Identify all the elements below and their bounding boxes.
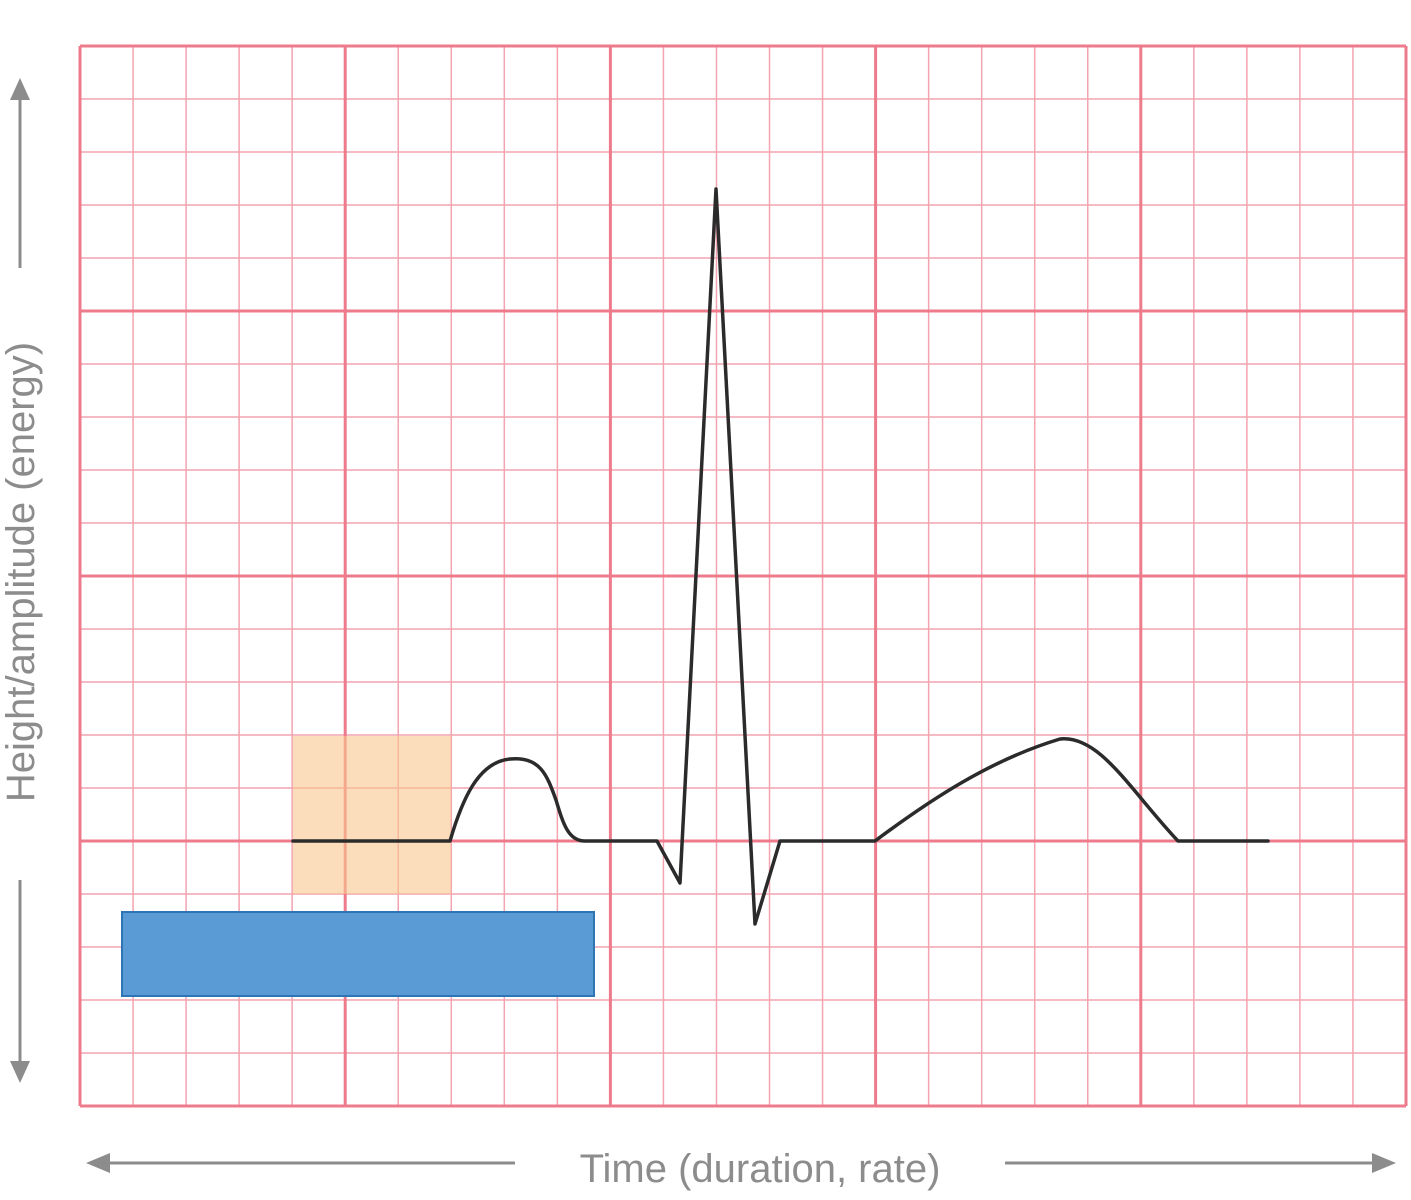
label-box (121, 911, 595, 997)
arrow-left-icon (86, 1153, 110, 1173)
x-axis-arrow: Time (duration, rate) (86, 1147, 1396, 1191)
ecg-waveform (291, 187, 1270, 926)
arrow-up-icon (10, 78, 30, 100)
x-axis-label: Time (duration, rate) (580, 1147, 941, 1191)
y-axis-label: Height/amplitude (energy) (0, 342, 43, 802)
highlight-box (293, 736, 451, 894)
arrow-down-icon (10, 1061, 30, 1083)
y-axis-arrow: Height/amplitude (energy) (0, 78, 43, 1083)
arrow-right-icon (1372, 1153, 1396, 1173)
